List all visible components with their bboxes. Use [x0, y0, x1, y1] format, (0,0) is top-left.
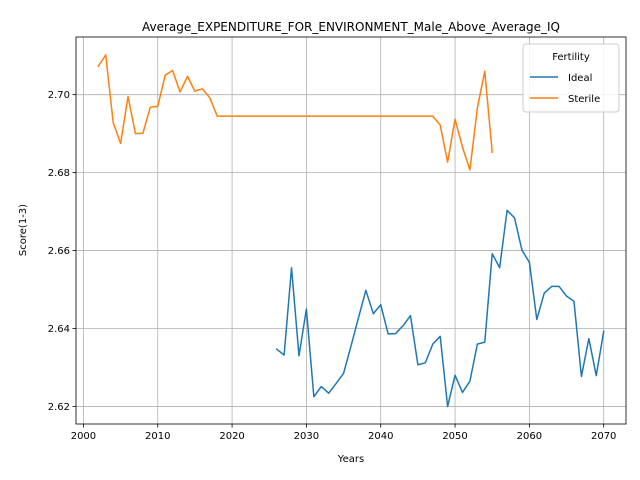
legend-box [522, 43, 620, 113]
series-lines [97, 54, 605, 408]
y-tick-label: 2.70 [48, 90, 70, 101]
legend-label-sterile: Sterile [568, 94, 600, 105]
y-tick-label: 2.64 [48, 324, 70, 335]
legend-title: Fertility [552, 52, 590, 63]
axis-ticks: 2000 2010 2020 2030 2040 2050 2060 2070 2.62 2.64… [48, 90, 617, 442]
x-tick-label: 2030 [294, 431, 319, 442]
legend: Fertility Ideal Sterile [522, 43, 620, 113]
legend-label-ideal: Ideal [568, 73, 592, 84]
y-tick-label: 2.62 [48, 402, 70, 413]
x-tick-label: 2070 [591, 431, 616, 442]
y-tick-label: 2.66 [48, 246, 70, 257]
chart-title: Average_EXPENDITURE_FOR_ENVIRONMENT_Male… [142, 20, 560, 34]
x-tick-label: 2000 [71, 431, 96, 442]
axes-frame [75, 36, 627, 425]
grid-lines [76, 37, 626, 424]
x-tick-label: 2020 [219, 431, 244, 442]
x-axis-label: Years [337, 454, 364, 465]
series-line-sterile [97, 54, 494, 171]
x-tick-label: 2060 [517, 431, 542, 442]
y-tick-label: 2.68 [48, 168, 70, 179]
x-tick-label: 2010 [145, 431, 170, 442]
series-line-ideal [275, 209, 605, 408]
y-axis-label: Score(1-3) [18, 204, 29, 256]
x-tick-label: 2040 [368, 431, 393, 442]
x-tick-label: 2050 [442, 431, 467, 442]
